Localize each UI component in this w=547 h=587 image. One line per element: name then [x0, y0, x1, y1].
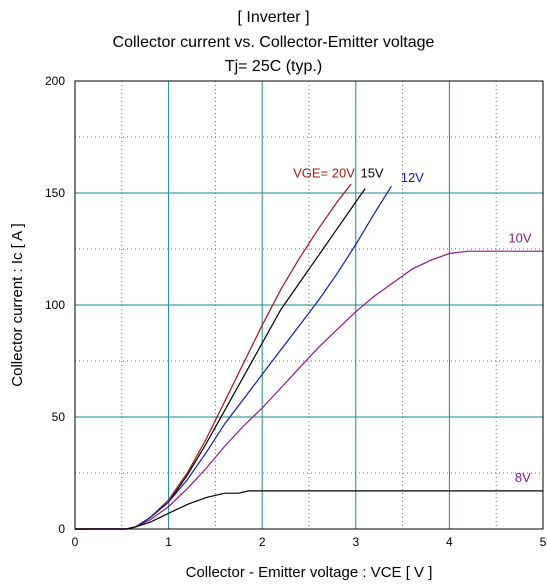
- series-label-4: 8V: [515, 470, 531, 485]
- y-tick-label: 0: [58, 522, 65, 536]
- series-label-0: VGE= 20V: [293, 165, 355, 180]
- x-tick-label: 4: [446, 535, 453, 549]
- series-labels: VGE= 20V 15V 12V 10V 8V: [293, 165, 532, 485]
- x-tick-label: 3: [352, 535, 359, 549]
- series-label-3: 10V: [508, 230, 531, 245]
- y-axis-label: Collector current : Ic [ A ]: [9, 223, 26, 386]
- grid: [74, 80, 544, 530]
- y-tick-label: 200: [45, 74, 65, 88]
- plot-frame: [74, 80, 544, 530]
- x-tick-label: 2: [259, 535, 266, 549]
- series-label-2: 12V: [401, 170, 424, 185]
- x-tick-label: 1: [165, 535, 172, 549]
- y-tick-label: 100: [45, 298, 65, 312]
- series-line-3: [75, 250, 543, 530]
- y-tick-label: 50: [52, 410, 66, 424]
- series-lines: [75, 183, 543, 530]
- chart-title-line-1: [ Inverter ]: [237, 9, 310, 26]
- x-axis-label: Collector - Emitter voltage : VCE [ V ]: [186, 564, 433, 581]
- series-line-4: [75, 490, 543, 530]
- x-tick-label: 5: [540, 535, 547, 549]
- chart-title-line-3: Tj= 25C (typ.): [224, 58, 323, 75]
- series-label-1: 15V: [360, 165, 383, 180]
- y-tick-label: 150: [45, 186, 65, 200]
- chart-title-line-2: Collector current vs. Collector-Emitter …: [112, 34, 435, 51]
- x-tick-label: 0: [72, 535, 79, 549]
- series-line-1: [75, 188, 366, 530]
- series-line-2: [75, 185, 392, 530]
